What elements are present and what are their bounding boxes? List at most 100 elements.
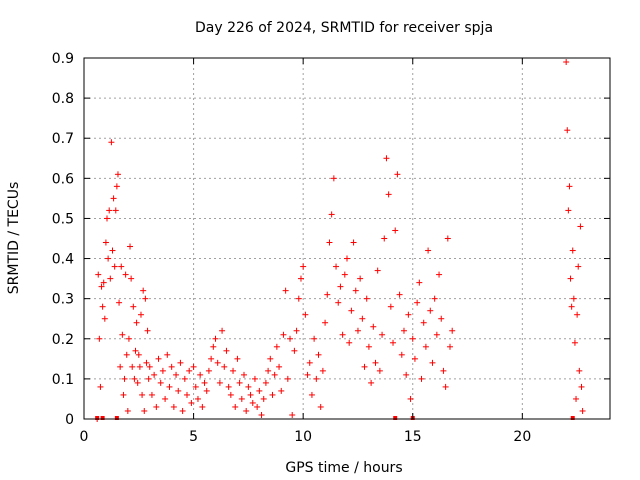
y-tick-label: 0.9 [52,51,74,67]
data-point [119,331,126,338]
data-point [130,303,137,310]
data-point [306,359,313,366]
data-point [368,379,375,386]
data-point [205,367,212,374]
data-point [350,239,357,246]
data-point [319,367,326,374]
data-point [166,383,173,390]
data-point [396,291,403,298]
data-point [335,299,342,306]
data-point [383,155,390,162]
data-point [139,391,146,398]
data-point [190,363,197,370]
data-point [280,331,287,338]
x-tick-label: 10 [294,429,312,445]
data-point [571,339,578,346]
data-point [101,315,108,322]
data-point [203,387,210,394]
data-point [573,395,580,402]
data-point [146,363,153,370]
data-point [431,295,438,302]
data-point [567,275,574,282]
data-point [566,183,573,190]
data-point [243,407,250,414]
data-point [370,323,377,330]
data-point [363,295,370,302]
data-point [143,359,150,366]
data-point [348,307,355,314]
data-point [422,343,429,350]
data-point [118,263,125,270]
data-point [177,359,184,366]
data-point [440,367,447,374]
data-point [330,175,337,182]
data-point [365,343,372,350]
data-point [324,291,331,298]
data-point [212,335,219,342]
data-point [102,239,109,246]
data-point [442,383,449,390]
data-point [574,311,581,318]
data-point [133,319,140,326]
data-point [121,375,128,382]
data-point [141,407,148,414]
data-point [568,303,575,310]
data-point [123,351,130,358]
data-point [449,327,456,334]
data-point [159,367,166,374]
data-point [308,391,315,398]
data-point [131,375,138,382]
data-point [129,363,136,370]
data-point [407,395,414,402]
data-point [116,299,123,306]
y-axis-title: SRMTID / TECUs [6,182,22,295]
data-point [278,387,285,394]
data-point [359,315,366,322]
data-point [433,331,440,338]
chart-title: Day 226 of 2024, SRMTID for receiver spj… [195,20,493,36]
data-point [387,303,394,310]
data-point [575,263,582,270]
data-point [328,211,335,218]
data-point [570,295,577,302]
data-point [564,127,571,134]
x-axis-title: GPS time / hours [285,460,402,476]
data-point [245,383,252,390]
data-point [170,403,177,410]
data-point [194,395,201,402]
data-point [565,207,572,214]
x-axis-ticks: 0 5 10 15 20 [80,58,531,445]
data-point [111,263,118,270]
data-point [232,403,239,410]
data-point [192,383,199,390]
y-axis-ticks: 0 0.1 0.2 0.3 0.4 0.5 0.6 0.7 0.8 0.9 [52,51,610,428]
data-point [223,347,230,354]
data-point [181,375,188,382]
zero-marker [100,416,105,420]
data-point [297,275,304,282]
data-point [173,371,180,378]
grid-lines [84,58,610,419]
data-point [425,247,432,254]
data-point [436,271,443,278]
data-point [184,391,191,398]
data-point [258,411,265,418]
data-point [260,395,267,402]
data-point [337,283,344,290]
data-point [221,363,228,370]
x-tick-label: 15 [404,429,422,445]
data-point [262,379,269,386]
data-point [175,387,182,394]
data-point [411,355,418,362]
data-point [416,279,423,286]
data-point [269,391,276,398]
data-point [114,171,121,178]
y-tick-label: 0.7 [52,131,74,147]
data-point [267,355,274,362]
data-point [385,191,392,198]
data-point [108,139,115,146]
data-point [127,243,134,250]
x-tick-label: 0 [80,429,89,445]
data-point [179,407,186,414]
